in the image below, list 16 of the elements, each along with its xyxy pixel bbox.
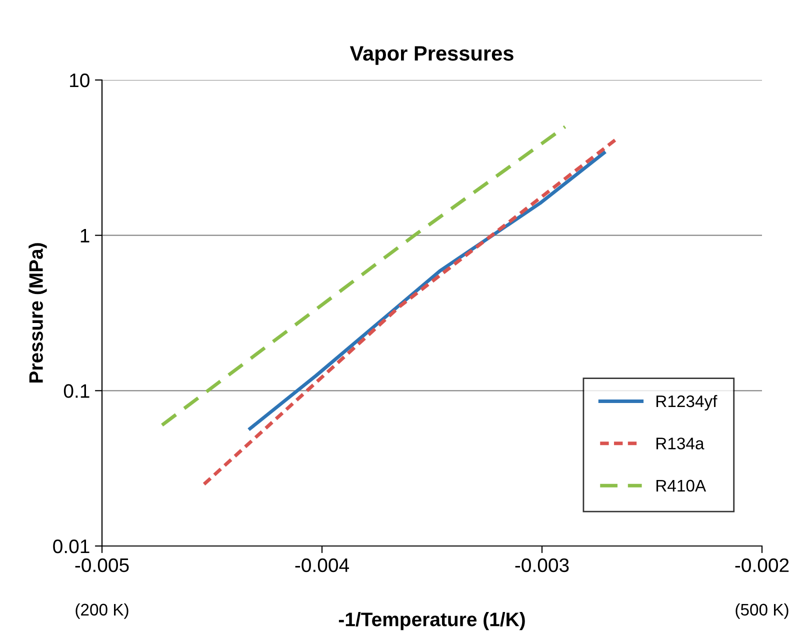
y-tick-label: 0.1 — [64, 384, 90, 398]
legend-label: R134a — [656, 438, 704, 450]
text: (200 K) — [76, 603, 128, 619]
y-tick-label: 1 — [80, 229, 90, 242]
x-axis-title: -1/Temperature (1/K) — [338, 612, 525, 630]
y-axis-title: Pressure (MPa) — [28, 243, 47, 382]
x-tick-label: -0.004 — [295, 558, 349, 572]
x-tick-label: -0.005 — [75, 558, 129, 572]
legend-label: R1234yf — [656, 394, 718, 410]
x-tick-label: -0.003 — [515, 558, 569, 572]
y-tick-label: 0.01 — [53, 539, 90, 554]
y-tick-label: 10 — [70, 73, 90, 88]
x-tick-label: -0.002 — [735, 558, 789, 572]
text: (500 K) — [736, 603, 788, 619]
chart-title: Vapor Pressures — [350, 46, 514, 65]
legend-label: R410A — [656, 480, 706, 492]
